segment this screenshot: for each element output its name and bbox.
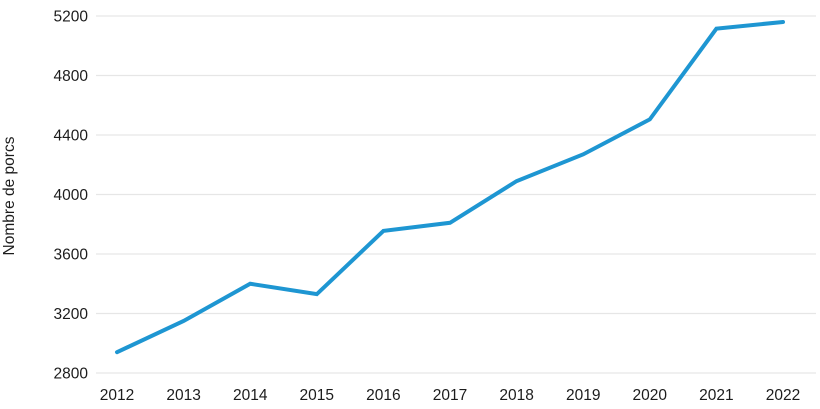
x-tick-label: 2022 (766, 387, 800, 404)
x-tick-label: 2015 (300, 387, 334, 404)
x-tick-labels-group: 2012 2013 2014 2015 2016 2017 2018 2019 2020 2021… (100, 387, 800, 404)
y-tick-label: 4000 (54, 187, 89, 204)
data-series-group (115, 19, 785, 355)
y-tick-label: 4800 (54, 68, 89, 85)
x-tick-label: 2013 (166, 387, 200, 404)
x-tick-label: 2018 (499, 387, 533, 404)
y-tick-label: 2800 (54, 366, 89, 383)
data-line (115, 19, 785, 355)
x-tick-label: 2019 (566, 387, 600, 404)
x-tick-label: 2012 (100, 387, 134, 404)
x-tick-label: 2016 (366, 387, 400, 404)
x-tick-label: 2021 (699, 387, 733, 404)
y-tick-label: 3200 (54, 306, 89, 323)
y-tick-label: 3600 (54, 247, 89, 264)
x-tick-label: 2017 (433, 387, 467, 404)
y-axis-title: Nombre de porcs (1, 136, 18, 255)
gridlines-group (96, 15, 816, 374)
y-tick-label: 4400 (54, 128, 89, 145)
y-tick-labels-group: 2800 3200 3600 4000 4400 4800 5200 (54, 9, 89, 383)
y-tick-label: 5200 (54, 9, 89, 26)
x-tick-label: 2014 (233, 387, 268, 404)
x-tick-label: 2020 (633, 387, 668, 404)
